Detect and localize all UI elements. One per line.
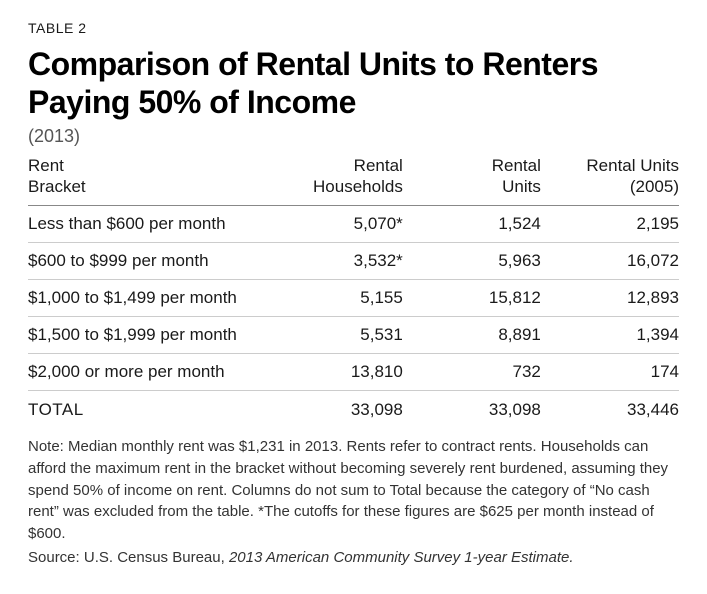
cell-units: 15,812 (403, 280, 541, 317)
cell-units: 8,891 (403, 317, 541, 354)
cell-units: 1,524 (403, 206, 541, 243)
col-header-units-2005: Rental Units(2005) (541, 153, 679, 206)
table-year: (2013) (28, 126, 679, 147)
cell-households: 5,531 (265, 317, 403, 354)
cell-units-2005: 2,195 (541, 206, 679, 243)
source-label: Source: U.S. Census Bureau, (28, 549, 229, 566)
cell-bracket: $1,000 to $1,499 per month (28, 280, 265, 317)
cell-households: 5,155 (265, 280, 403, 317)
cell-households: 5,070* (265, 206, 403, 243)
table-row: Less than $600 per month 5,070* 1,524 2,… (28, 206, 679, 243)
table-note: Note: Median monthly rent was $1,231 in … (28, 436, 679, 545)
table-row: $2,000 or more per month 13,810 732 174 (28, 354, 679, 391)
cell-units-2005: 1,394 (541, 317, 679, 354)
cell-units-2005: 16,072 (541, 243, 679, 280)
table-row: $600 to $999 per month 3,532* 5,963 16,0… (28, 243, 679, 280)
cell-households: 3,532* (265, 243, 403, 280)
total-row: TOTAL 33,098 33,098 33,446 (28, 391, 679, 429)
cell-units-2005: 12,893 (541, 280, 679, 317)
total-households: 33,098 (265, 391, 403, 429)
cell-bracket: $600 to $999 per month (28, 243, 265, 280)
header-row: RentBracket RentalHouseholds RentalUnits… (28, 153, 679, 206)
table-title: Comparison of Rental Units to Renters Pa… (28, 46, 679, 122)
col-header-units: RentalUnits (403, 153, 541, 206)
cell-bracket: Less than $600 per month (28, 206, 265, 243)
cell-units: 5,963 (403, 243, 541, 280)
table-source: Source: U.S. Census Bureau, 2013 America… (28, 547, 679, 569)
table-label: TABLE 2 (28, 20, 679, 36)
col-header-bracket: RentBracket (28, 153, 265, 206)
cell-units-2005: 174 (541, 354, 679, 391)
table-row: $1,500 to $1,999 per month 5,531 8,891 1… (28, 317, 679, 354)
total-label: TOTAL (28, 391, 265, 429)
source-citation: 2013 American Community Survey 1-year Es… (229, 549, 574, 566)
cell-bracket: $1,500 to $1,999 per month (28, 317, 265, 354)
cell-units: 732 (403, 354, 541, 391)
cell-households: 13,810 (265, 354, 403, 391)
col-header-households: RentalHouseholds (265, 153, 403, 206)
total-units-2005: 33,446 (541, 391, 679, 429)
total-units: 33,098 (403, 391, 541, 429)
table-row: $1,000 to $1,499 per month 5,155 15,812 … (28, 280, 679, 317)
data-table: RentBracket RentalHouseholds RentalUnits… (28, 153, 679, 429)
cell-bracket: $2,000 or more per month (28, 354, 265, 391)
